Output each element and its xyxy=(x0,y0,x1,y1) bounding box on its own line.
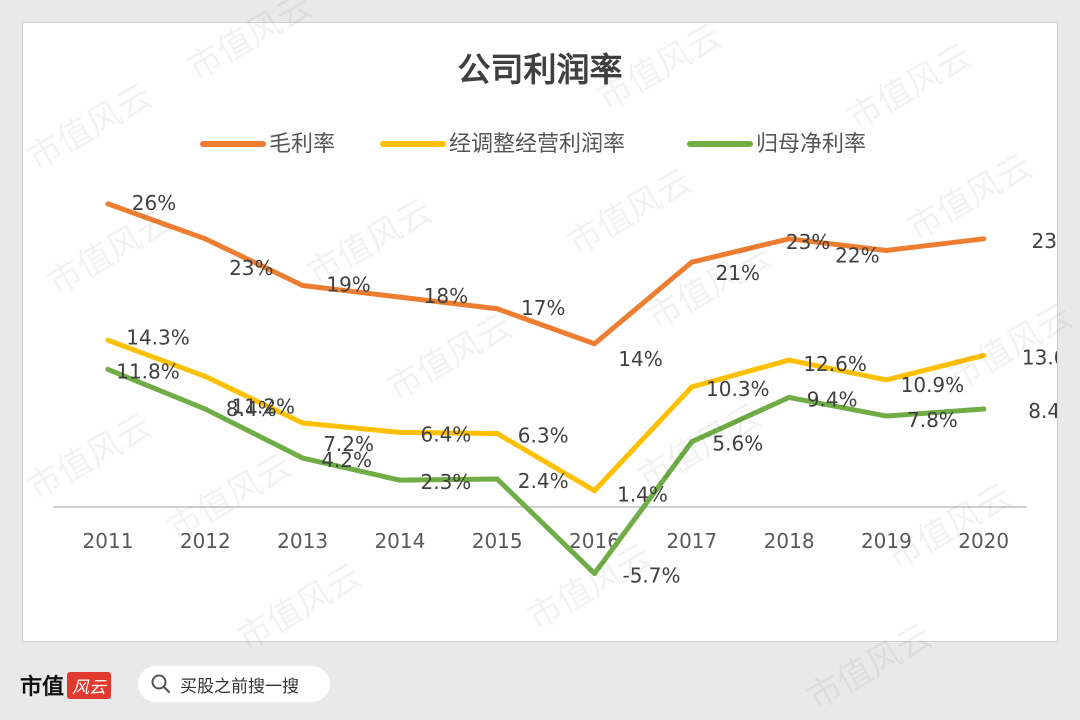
data-label: 23% xyxy=(229,256,273,280)
data-point xyxy=(883,413,889,419)
data-point xyxy=(592,488,597,494)
data-label: 6.3% xyxy=(518,424,569,448)
footer: 市值 风云 买股之前搜一搜 xyxy=(0,650,1080,718)
data-point xyxy=(300,455,306,461)
data-label: 10.3% xyxy=(706,377,770,401)
data-label: 6.4% xyxy=(420,422,471,446)
data-label: -5.7% xyxy=(622,563,680,587)
data-point xyxy=(981,236,987,242)
data-point xyxy=(786,394,792,400)
data-point xyxy=(494,476,500,482)
x-tick-label: 2015 xyxy=(472,529,523,553)
data-point xyxy=(105,201,111,207)
data-point xyxy=(397,294,403,300)
data-point xyxy=(689,384,695,390)
data-label: 17% xyxy=(521,296,565,320)
x-tick-label: 2019 xyxy=(861,529,912,553)
search-placeholder: 买股之前搜一搜 xyxy=(180,676,299,697)
data-label: 12.6% xyxy=(803,352,867,376)
data-label: 21% xyxy=(716,261,760,285)
x-tick-label: 2012 xyxy=(180,529,231,553)
data-point xyxy=(689,439,695,445)
data-point xyxy=(105,366,111,372)
data-label: 18% xyxy=(424,284,468,308)
brand-text: 市值 xyxy=(20,675,65,700)
x-tick-label: 2013 xyxy=(277,529,328,553)
data-label: 23% xyxy=(1031,229,1057,253)
data-label: 4.2% xyxy=(321,448,372,472)
brand-logo[interactable]: 市值 风云 xyxy=(20,670,112,700)
data-point xyxy=(883,377,889,383)
data-point xyxy=(981,352,987,358)
data-label: 8.4% xyxy=(1028,399,1057,423)
data-label: 7.2% xyxy=(323,432,374,456)
data-label: 9.4% xyxy=(807,387,858,411)
data-label: 23% xyxy=(786,230,830,254)
search-icon xyxy=(151,674,171,694)
data-point xyxy=(883,247,889,253)
data-point xyxy=(592,341,597,347)
data-point xyxy=(592,570,597,576)
data-label: 5.6% xyxy=(712,432,763,456)
data-point xyxy=(105,337,111,343)
data-label: 11.2% xyxy=(232,394,296,418)
x-tick-label: 2017 xyxy=(666,529,717,553)
data-point xyxy=(786,236,792,242)
data-label: 10.9% xyxy=(901,373,965,397)
data-label: 2.4% xyxy=(518,469,569,493)
data-label: 19% xyxy=(326,272,370,296)
data-label: 8.4% xyxy=(226,397,277,421)
data-label: 1.4% xyxy=(617,483,668,507)
data-label: 14.3% xyxy=(126,325,190,349)
data-label: 11.8% xyxy=(116,359,180,383)
data-point xyxy=(494,431,500,437)
data-point xyxy=(397,429,403,435)
data-point xyxy=(786,357,792,363)
chart-title: 公司利润率 xyxy=(458,50,623,89)
legend-label: 归母净利率 xyxy=(756,132,866,157)
x-tick-label: 2014 xyxy=(374,529,425,553)
legend-label: 毛利率 xyxy=(269,132,335,157)
data-point xyxy=(494,306,500,312)
data-point xyxy=(397,477,403,483)
data-label: 26% xyxy=(132,191,176,215)
data-point xyxy=(202,236,208,242)
x-tick-label: 2018 xyxy=(764,529,815,553)
chart-card: 公司利润率毛利率 经调整经营利润率 归母净利率 2011 2012 2013 2014 201… xyxy=(22,22,1058,642)
series-line xyxy=(105,337,987,494)
data-point xyxy=(300,420,306,426)
data-label: 13.0% xyxy=(1022,345,1057,369)
search-bar[interactable]: 买股之前搜一搜 xyxy=(138,666,330,702)
data-point xyxy=(981,406,987,412)
data-point xyxy=(689,259,695,265)
data-label: 14% xyxy=(618,347,662,371)
series-line xyxy=(105,201,987,347)
data-point xyxy=(300,282,306,288)
legend-label: 经调整经营利润率 xyxy=(449,132,625,157)
data-label: 2.3% xyxy=(420,470,471,494)
x-tick-label: 2020 xyxy=(958,529,1009,553)
data-label: 7.8% xyxy=(907,408,958,432)
data-point xyxy=(202,406,208,412)
brand-logo-badge: 风云 xyxy=(67,671,112,699)
x-tick-label: 2011 xyxy=(83,529,134,553)
data-label: 22% xyxy=(835,243,879,267)
series-line xyxy=(105,366,987,576)
data-point xyxy=(202,373,208,379)
